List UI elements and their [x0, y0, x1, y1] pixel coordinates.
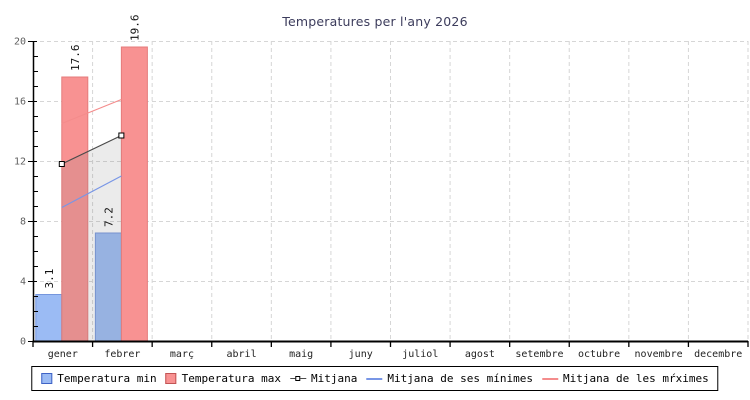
legend-label-temperatura-max: Temperatura max: [181, 372, 281, 385]
bar-value-label-febrer-max: 19.6: [128, 15, 141, 42]
bar-value-label-febrer-min: 7.2: [102, 207, 115, 227]
y-tick-label-16: 16: [14, 97, 26, 108]
legend-item-mitjana: Mitjana: [289, 372, 358, 385]
y-tick-label-20: 20: [14, 37, 26, 48]
red-line-icon: [542, 377, 559, 380]
month-label-setembre: setembre: [515, 349, 563, 360]
month-label-novembre: novembre: [635, 349, 683, 360]
line-mitjana-de-ses-m-nimes: [61, 175, 122, 209]
mitjana-marker: [58, 161, 65, 167]
line-mitjana-de-les-m-ximes: [61, 98, 122, 125]
month-label-maig: maig: [289, 349, 313, 360]
month-label-juliol: juliol: [402, 349, 438, 360]
legend-item-mitjana-maximes: Mitjana de les mŕximes: [542, 372, 709, 385]
temperatura-min-swatch-icon: [41, 373, 53, 384]
legend-label-mitjana-maximes: Mitjana de les mŕximes: [563, 372, 709, 385]
chart-legend: Temperatura min Temperatura max Mitjana …: [31, 366, 719, 391]
bar-temperatura-max-gener: [61, 76, 89, 342]
temperature-chart-plot: 0 4 8 12 16 20 gener febrer març abril maig juny jul…: [14, 15, 749, 360]
bar-temperatura-max-febrer: [120, 46, 148, 342]
month-label-decembre: decembre: [694, 349, 742, 360]
legend-label-mitjana-minimes: Mitjana de ses mínimes: [387, 372, 534, 385]
legend-item-temperatura-min: Temperatura min: [41, 372, 157, 385]
month-label-octubre: octubre: [578, 349, 620, 360]
y-tick-label-0: 0: [20, 337, 26, 348]
month-label-febrer: febrer: [104, 349, 140, 360]
legend-label-mitjana: Mitjana: [310, 372, 358, 385]
legend-label-temperatura-min: Temperatura min: [57, 372, 157, 385]
mitjana-area-fill: [61, 135, 122, 341]
mitjana-marker: [118, 132, 125, 139]
month-label-abril: abril: [226, 349, 256, 360]
y-tick-label-4: 4: [20, 277, 26, 288]
line-mitjana: [61, 134, 122, 165]
legend-item-mitjana-minimes: Mitjana de ses mínimes: [366, 372, 533, 385]
bar-temperatura-min-gener: [35, 294, 63, 342]
y-tick-label-8: 8: [20, 217, 26, 228]
month-label-març: març: [170, 349, 194, 360]
blue-line-icon: [366, 377, 383, 380]
chart-title: Temperatures per l'any 2026: [282, 14, 468, 29]
month-label-juny: juny: [349, 349, 373, 360]
mitjana-marker-line-icon: [289, 375, 306, 382]
temperatura-max-swatch-icon: [165, 373, 177, 384]
y-tick-label-12: 12: [14, 157, 26, 168]
bar-value-label-gener-max: 17.6: [69, 45, 82, 72]
month-label-agost: agost: [465, 349, 495, 360]
month-label-gener: gener: [48, 349, 78, 360]
legend-item-temperatura-max: Temperatura max: [165, 372, 281, 385]
bar-value-label-gener-min: 3.1: [43, 269, 56, 289]
